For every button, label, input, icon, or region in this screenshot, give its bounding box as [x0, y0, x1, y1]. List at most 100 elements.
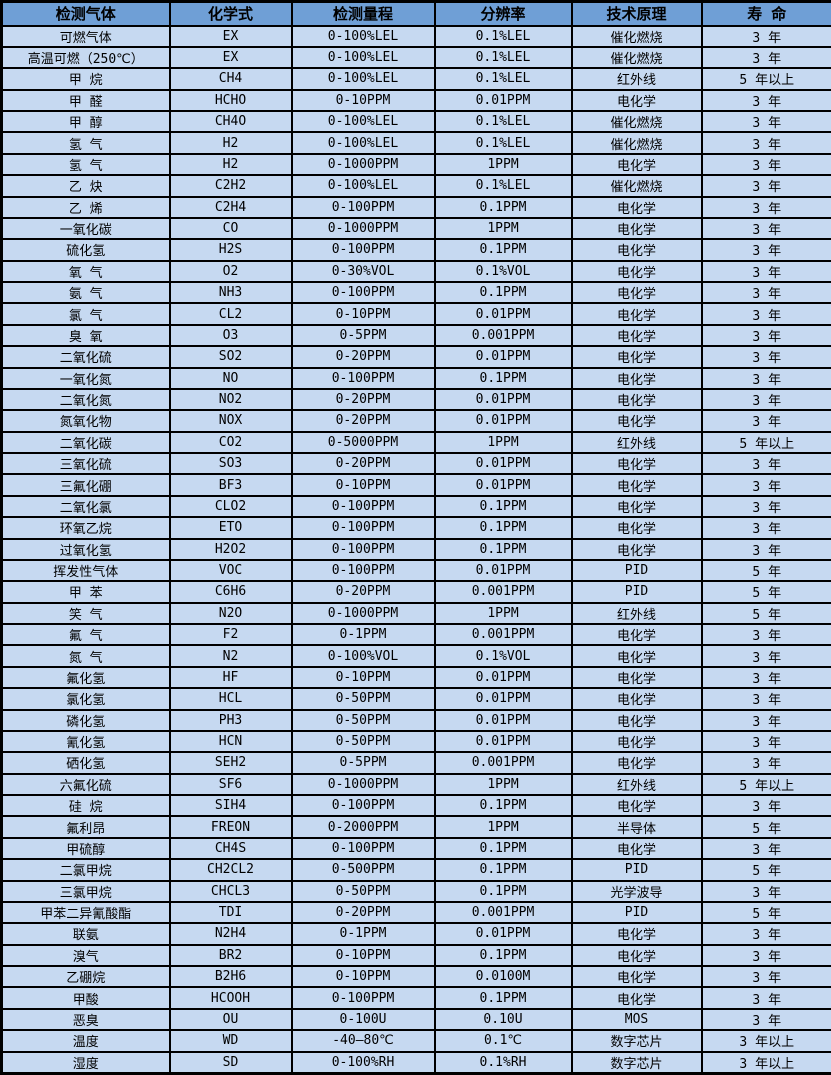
cell-resolution: 0.01PPM: [433, 729, 573, 754]
cell-detection-range: 0-50PPM: [290, 708, 436, 732]
cell-chemical-formula: FREON: [168, 815, 293, 839]
table-row: 可燃气体 EX 0-100%LEL 0.1%LEL 催化燃烧 3 年: [0, 24, 831, 48]
cell-lifespan: 3 年: [700, 174, 831, 198]
cell-lifespan: 5 年以上: [700, 772, 831, 797]
table-row: 三氧化硫 SO3 0-20PPM 0.01PPM 电化学 3 年: [0, 451, 831, 476]
cell-gas-name: 甲 醛: [0, 88, 171, 113]
table-row: 联氨 N2H4 0-1PPM 0.01PPM 电化学 3 年: [0, 922, 831, 946]
cell-chemical-formula: NOX: [168, 409, 293, 433]
cell-lifespan: 3 年: [700, 879, 831, 903]
cell-resolution: 0.1PPM: [433, 280, 573, 305]
cell-resolution: 0.1%LEL: [433, 24, 573, 48]
cell-technology: 催化燃烧: [570, 131, 703, 155]
table-row: 恶臭 OU 0-100U 0.10U MOS 3 年: [0, 1007, 831, 1032]
cell-lifespan: 3 年: [700, 644, 831, 668]
cell-resolution: 0.01PPM: [433, 387, 573, 412]
cell-detection-range: 0-20PPM: [290, 387, 436, 412]
cell-resolution: 0.1%LEL: [433, 67, 573, 91]
cell-resolution: 1PPM: [433, 430, 573, 455]
cell-technology: 数字芯片: [570, 1029, 703, 1053]
cell-resolution: 0.01PPM: [433, 451, 573, 476]
cell-chemical-formula: H2: [168, 152, 293, 177]
cell-gas-name: 甲酸: [0, 986, 171, 1010]
cell-resolution: 0.01PPM: [433, 558, 573, 583]
cell-resolution: 0.01PPM: [433, 88, 573, 113]
cell-chemical-formula: C2H2: [168, 174, 293, 198]
cell-detection-range: 0-50PPM: [290, 729, 436, 754]
cell-lifespan: 3 年: [700, 280, 831, 305]
cell-detection-range: 0-100%LEL: [290, 109, 436, 134]
cell-lifespan: 3 年: [700, 345, 831, 369]
cell-technology: 电化学: [570, 345, 703, 369]
cell-gas-name: 二氧化硫: [0, 345, 171, 369]
cell-technology: 电化学: [570, 451, 703, 476]
cell-gas-name: 三氯甲烷: [0, 879, 171, 903]
cell-detection-range: 0-50PPM: [290, 687, 436, 711]
table-row: 氯化氢 HCL 0-50PPM 0.01PPM 电化学 3 年: [0, 687, 831, 711]
cell-lifespan: 3 年: [700, 751, 831, 775]
cell-chemical-formula: BF3: [168, 473, 293, 497]
table-row: 氮氧化物 NOX 0-20PPM 0.01PPM 电化学 3 年: [0, 409, 831, 433]
cell-gas-name: 甲 苯: [0, 580, 171, 604]
cell-lifespan: 3 年: [700, 729, 831, 754]
cell-detection-range: 0-5PPM: [290, 323, 436, 348]
cell-gas-name: 甲 烷: [0, 67, 171, 91]
cell-gas-name: 氢 气: [0, 152, 171, 177]
cell-chemical-formula: C6H6: [168, 580, 293, 604]
cell-detection-range: 0-100%VOL: [290, 644, 436, 668]
cell-resolution: 0.01PPM: [433, 302, 573, 326]
table-row: 氢 气 H2 0-1000PPM 1PPM 电化学 3 年: [0, 152, 831, 177]
cell-technology: 电化学: [570, 729, 703, 754]
cell-chemical-formula: CH2CL2: [168, 858, 293, 882]
cell-detection-range: 0-100%LEL: [290, 24, 436, 48]
cell-detection-range: 0-100PPM: [290, 516, 436, 540]
cell-detection-range: 0-50PPM: [290, 879, 436, 903]
cell-gas-name: 氧 气: [0, 259, 171, 284]
table-row: 乙 炔 C2H2 0-100%LEL 0.1%LEL 催化燃烧 3 年: [0, 174, 831, 198]
cell-technology: 电化学: [570, 216, 703, 241]
table-body: 可燃气体 EX 0-100%LEL 0.1%LEL 催化燃烧 3 年高温可燃（250℃） E…: [0, 24, 831, 1075]
cell-resolution: 0.01PPM: [433, 665, 573, 690]
cell-gas-name: 湿度: [0, 1050, 171, 1075]
cell-lifespan: 3 年: [700, 259, 831, 284]
table-row: 甲 醛 HCHO 0-10PPM 0.01PPM 电化学 3 年: [0, 88, 831, 113]
cell-gas-name: 氯化氢: [0, 687, 171, 711]
cell-lifespan: 3 年以上: [700, 1050, 831, 1075]
cell-resolution: 0.01PPM: [433, 687, 573, 711]
cell-lifespan: 3 年: [700, 516, 831, 540]
cell-resolution: 0.1%RH: [433, 1050, 573, 1075]
cell-chemical-formula: H2O2: [168, 537, 293, 561]
cell-chemical-formula: CL2: [168, 302, 293, 326]
cell-gas-name: 甲 醇: [0, 109, 171, 134]
cell-lifespan: 3 年: [700, 451, 831, 476]
cell-chemical-formula: CLO2: [168, 494, 293, 519]
cell-technology: 电化学: [570, 323, 703, 348]
cell-technology: PID: [570, 558, 703, 583]
cell-resolution: 0.01PPM: [433, 922, 573, 946]
cell-resolution: 0.1%LEL: [433, 174, 573, 198]
cell-lifespan: 3 年: [700, 964, 831, 989]
table-row: 笑 气 N2O 0-1000PPM 1PPM 红外线 5 年: [0, 601, 831, 626]
cell-lifespan: 3 年: [700, 793, 831, 818]
cell-chemical-formula: CH4S: [168, 836, 293, 861]
cell-gas-name: 氟化氢: [0, 665, 171, 690]
cell-detection-range: -40—80℃: [290, 1029, 436, 1053]
cell-resolution: 0.0100M: [433, 964, 573, 989]
cell-chemical-formula: F2: [168, 622, 293, 647]
cell-technology: 电化学: [570, 238, 703, 262]
cell-technology: 电化学: [570, 751, 703, 775]
cell-chemical-formula: EX: [168, 45, 293, 70]
cell-detection-range: 0-1000PPM: [290, 772, 436, 797]
cell-resolution: 0.001PPM: [433, 622, 573, 647]
table-row: 磷化氢 PH3 0-50PPM 0.01PPM 电化学 3 年: [0, 708, 831, 732]
cell-lifespan: 5 年: [700, 580, 831, 604]
cell-lifespan: 3 年: [700, 152, 831, 177]
cell-lifespan: 3 年: [700, 323, 831, 348]
table-row: 二氧化硫 SO2 0-20PPM 0.01PPM 电化学 3 年: [0, 345, 831, 369]
cell-technology: 电化学: [570, 986, 703, 1010]
cell-detection-range: 0-20PPM: [290, 409, 436, 433]
cell-gas-name: 温度: [0, 1029, 171, 1053]
cell-gas-name: 三氧化硫: [0, 451, 171, 476]
cell-technology: 电化学: [570, 366, 703, 390]
table-row: 硅 烷 SIH4 0-100PPM 0.1PPM 电化学 3 年: [0, 793, 831, 818]
